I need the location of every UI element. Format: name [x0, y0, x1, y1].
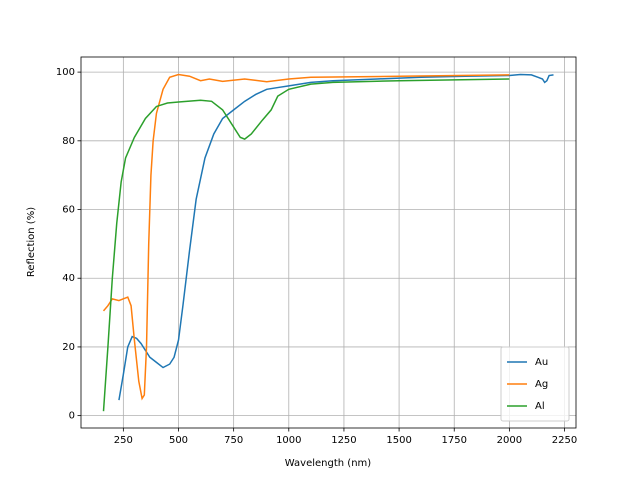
legend-label: Al [535, 401, 545, 412]
x-tick-label: 250 [114, 435, 133, 446]
x-axis-label: Wavelength (nm) [285, 458, 371, 469]
y-tick-label: 40 [62, 273, 75, 284]
x-tick-label: 2000 [497, 435, 522, 446]
y-tick-label: 100 [56, 67, 75, 78]
x-tick-label: 1250 [331, 435, 356, 446]
legend-box [500, 346, 570, 422]
legend-label: Ag [535, 379, 548, 390]
x-tick-label: 1500 [386, 435, 411, 446]
x-tick-label: 500 [169, 435, 188, 446]
x-tick-label: 1750 [442, 435, 467, 446]
y-axis-label: Reflection (%) [26, 207, 37, 277]
y-tick-label: 0 [69, 411, 75, 422]
y-tick-label: 80 [62, 136, 75, 147]
data-line [102, 78, 510, 412]
x-tick-label: 750 [224, 435, 243, 446]
axes-frame [80, 56, 577, 429]
y-tick-label: 60 [62, 205, 75, 216]
y-tick-label: 20 [62, 342, 75, 353]
x-tick-label: 1000 [276, 435, 301, 446]
legend-label: Au [535, 357, 548, 368]
data-line [102, 73, 510, 401]
x-tick-label: 2250 [552, 435, 577, 446]
